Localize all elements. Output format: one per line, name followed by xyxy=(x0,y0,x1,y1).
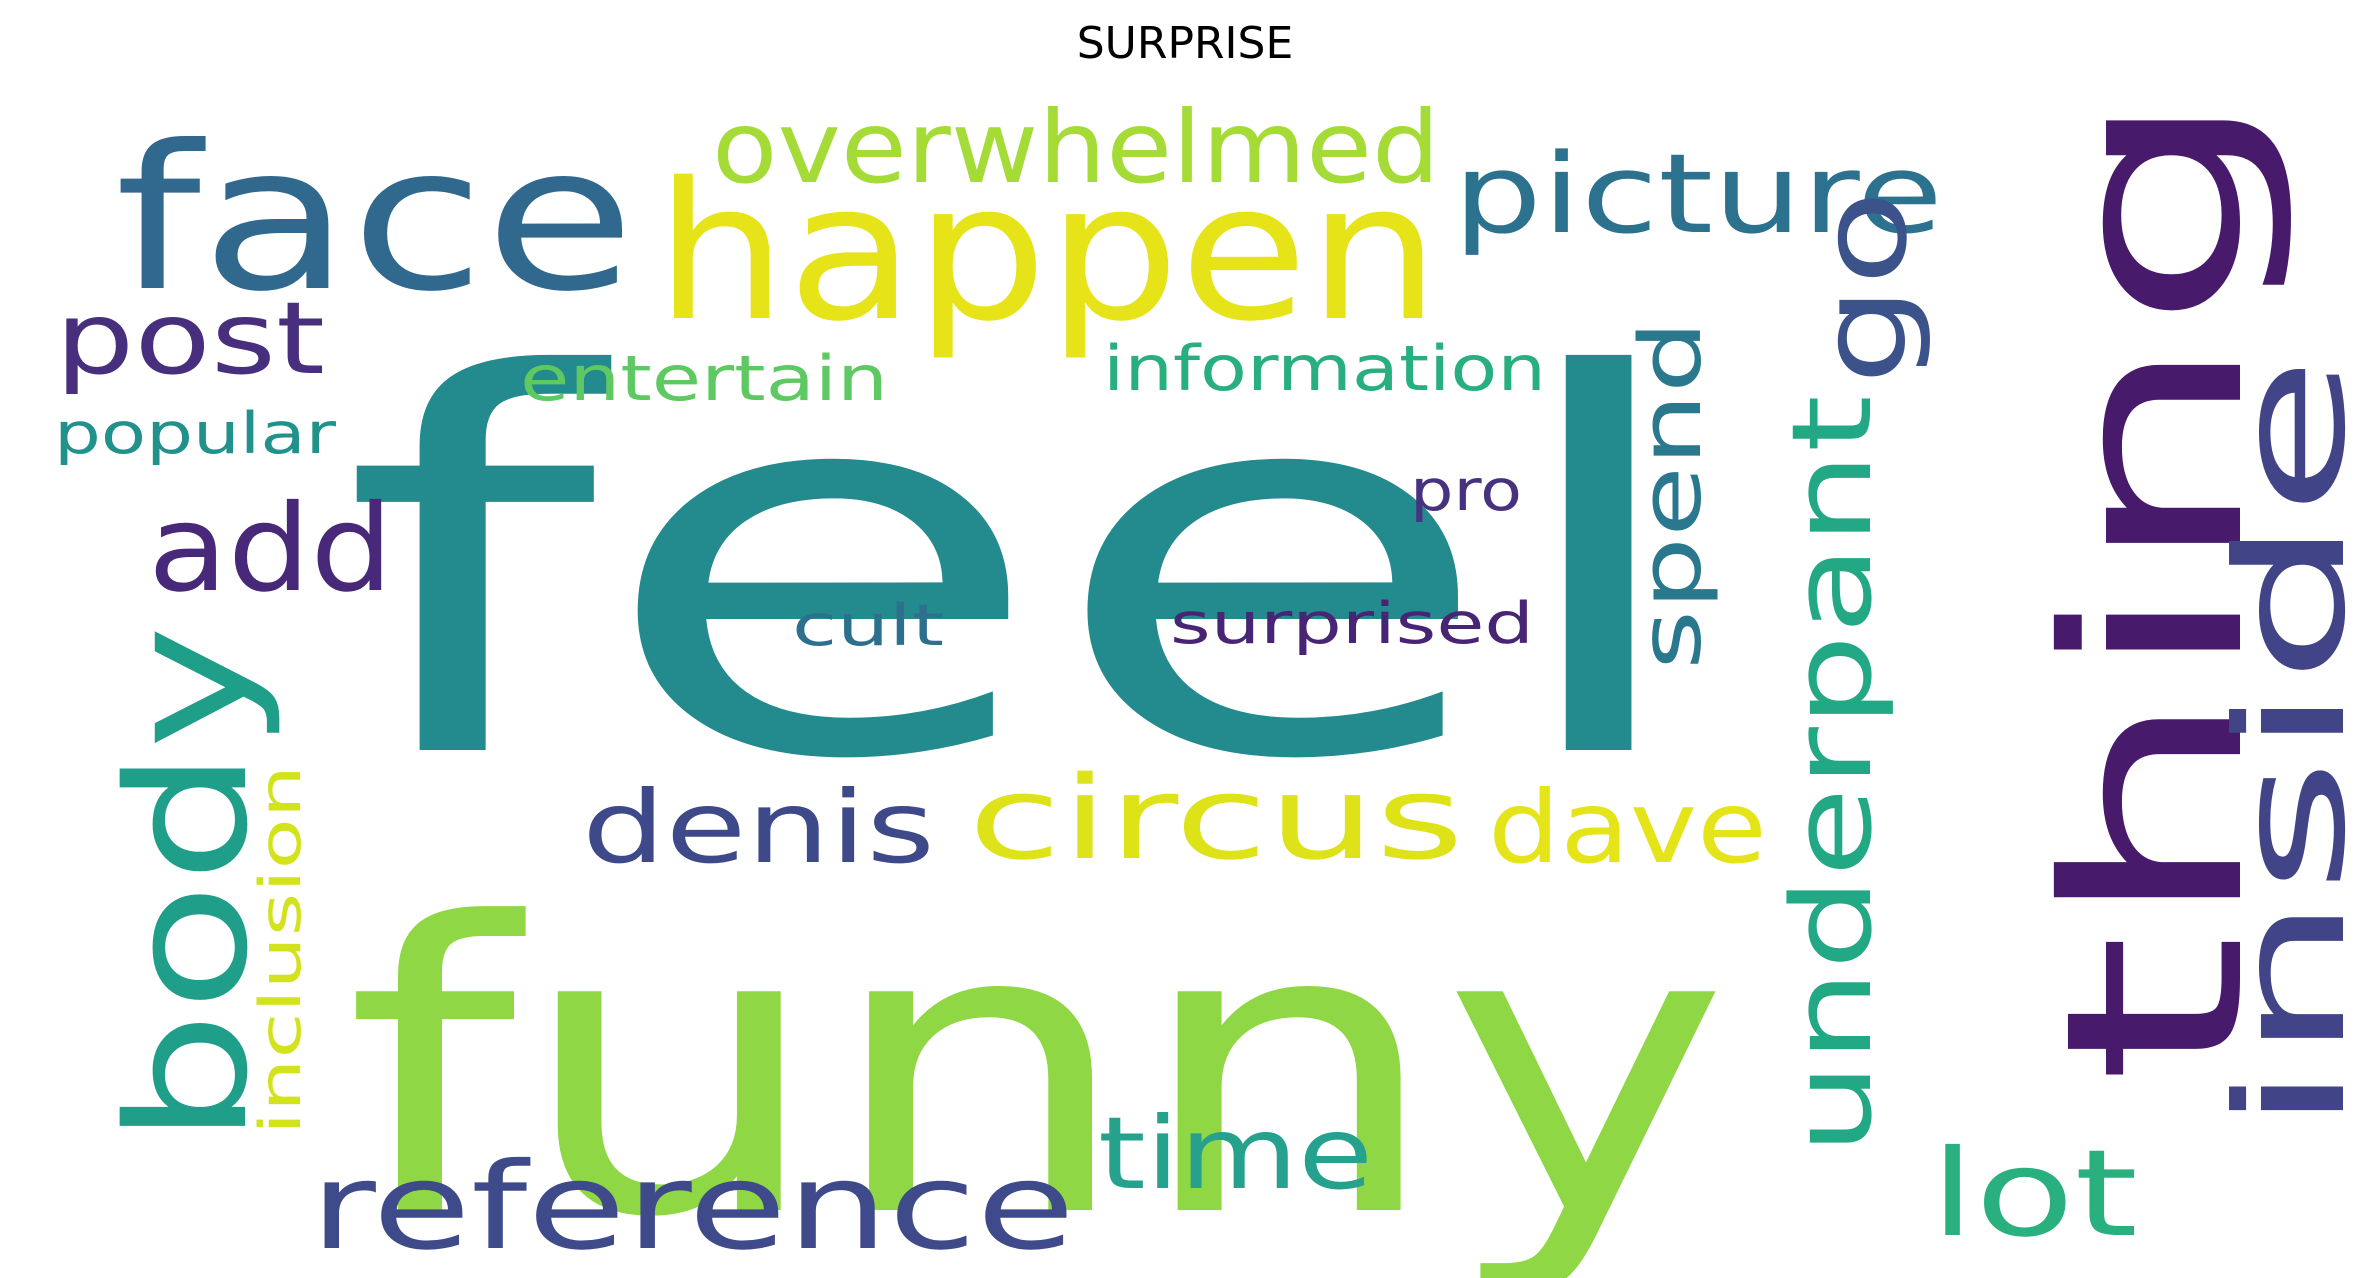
word-thing: thing xyxy=(2013,85,2298,1085)
word-funny: funny xyxy=(345,840,1730,1278)
word-underpant: underpant xyxy=(1768,395,1896,1155)
word-picture: picture xyxy=(1453,130,1943,258)
word-circus: circus xyxy=(968,752,1464,886)
word-pro: pro xyxy=(1410,458,1522,524)
word-surprised: surprised xyxy=(1170,591,1534,657)
word-face: face xyxy=(115,103,635,336)
word-inclusion: inclusion xyxy=(248,765,314,1135)
word-dave: dave xyxy=(1488,769,1767,886)
page-title: SURPRISE xyxy=(1076,18,1294,69)
word-information: information xyxy=(1103,332,1546,405)
word-go: go xyxy=(1795,190,1934,385)
word-body: body xyxy=(92,625,284,1145)
word-overwhelmed: overwhelmed xyxy=(712,89,1440,206)
word-lot: lot xyxy=(1930,1125,2138,1264)
word-post: post xyxy=(55,280,325,397)
word-popular: popular xyxy=(54,401,337,467)
word-spend: spend xyxy=(1622,320,1721,670)
word-feel: feel xyxy=(340,267,1700,873)
word-reference: reference xyxy=(310,1138,1075,1277)
word-add: add xyxy=(148,480,393,619)
word-entertain: entertain xyxy=(520,342,888,415)
word-time: time xyxy=(1098,1095,1373,1212)
word-inside: inside xyxy=(2205,355,2370,1135)
word-cult: cult xyxy=(792,593,944,659)
word-happen: happen xyxy=(655,142,1440,363)
word-denis: denis xyxy=(582,769,935,886)
